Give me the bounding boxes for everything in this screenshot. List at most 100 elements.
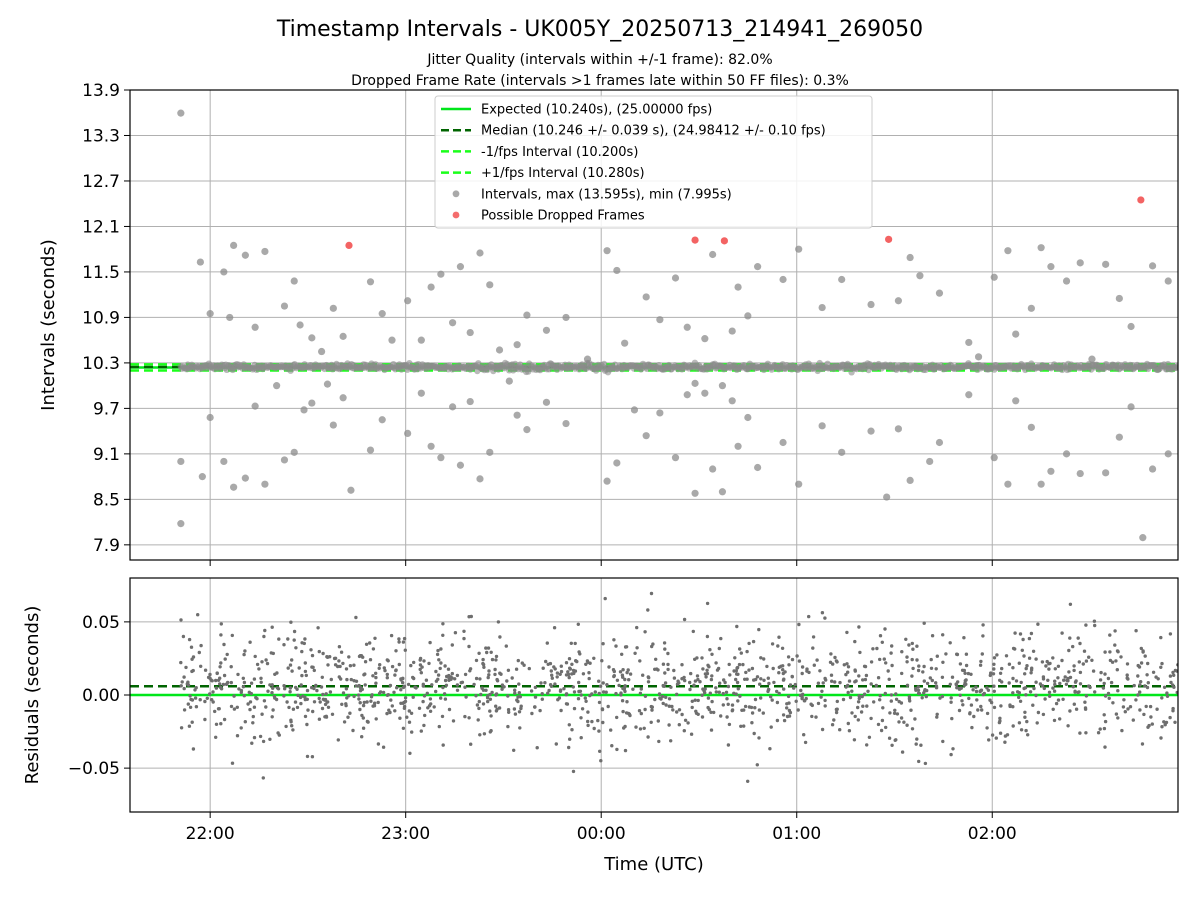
residual-point: [732, 691, 736, 695]
residual-point: [376, 742, 381, 746]
residual-point: [277, 637, 281, 641]
residual-point: [805, 669, 809, 673]
residual-point: [266, 689, 270, 693]
residual-point: [292, 638, 296, 642]
residual-point: [940, 694, 945, 699]
residual-point: [929, 657, 933, 662]
residual-point: [229, 704, 234, 709]
residual-point: [504, 644, 508, 648]
interval-point: [449, 403, 457, 411]
dropped-frame-point: [1137, 196, 1145, 204]
interval-point: [486, 281, 494, 289]
residual-point: [264, 705, 268, 709]
residual-point: [236, 672, 240, 677]
residual-point: [187, 724, 192, 728]
interval-point: [542, 326, 551, 334]
interval-point: [838, 275, 846, 284]
residual-point: [1116, 689, 1120, 693]
residual-point: [823, 704, 827, 708]
residual-point: [405, 715, 409, 719]
residual-point: [271, 708, 275, 712]
residual-point: [627, 678, 631, 682]
residual-point: [270, 691, 274, 695]
residual-point: [326, 705, 331, 709]
residual-point: [1083, 706, 1088, 710]
residual-point: [371, 674, 375, 678]
residual-point: [270, 683, 274, 687]
residual-point: [603, 596, 607, 601]
residual-point: [850, 711, 854, 715]
interval-point: [691, 489, 699, 497]
interval-point: [427, 442, 435, 450]
residual-point: [505, 679, 509, 683]
residual-point: [1114, 712, 1119, 716]
interval-point: [476, 249, 484, 257]
residual-point: [917, 759, 921, 764]
residual-point: [194, 705, 199, 709]
residual-point: [667, 704, 671, 708]
residual-point: [800, 665, 805, 669]
residual-point: [1113, 629, 1117, 633]
residual-point: [423, 713, 427, 718]
interval-point: [603, 477, 611, 485]
residual-point: [879, 728, 884, 733]
residual-point: [488, 730, 492, 734]
residual-point: [1027, 636, 1032, 641]
residual-point: [1031, 649, 1036, 653]
residual-point: [900, 671, 904, 676]
residual-point: [1072, 668, 1076, 673]
residual-point: [857, 625, 861, 629]
residual-point: [1165, 694, 1170, 698]
residual-point: [1068, 709, 1072, 713]
residual-point: [262, 699, 267, 703]
residual-point: [605, 683, 609, 687]
residual-point: [623, 645, 628, 649]
interval-point: [734, 442, 742, 450]
residuals-reference-lines: [130, 684, 1178, 697]
residual-point: [745, 649, 749, 654]
residual-point: [922, 679, 926, 683]
residual-point: [579, 716, 583, 720]
residual-point: [723, 680, 727, 685]
residual-point: [289, 620, 293, 624]
residual-point: [1054, 701, 1059, 706]
residual-point: [911, 666, 915, 671]
residual-point: [527, 666, 531, 671]
residual-point: [1017, 661, 1021, 665]
residual-point: [397, 662, 401, 667]
residual-point: [358, 701, 362, 705]
interval-point: [916, 272, 924, 280]
residual-point: [586, 710, 590, 714]
residual-point: [232, 707, 237, 711]
residuals-y-tick-label: 0.05: [82, 613, 120, 633]
interval-point: [965, 391, 973, 399]
residual-point: [377, 691, 382, 696]
residual-point: [437, 658, 441, 662]
residual-point: [190, 657, 194, 661]
residual-point: [741, 662, 745, 667]
residual-point: [938, 696, 942, 700]
residual-point: [303, 697, 307, 702]
residual-point: [948, 682, 952, 686]
residual-point: [979, 704, 983, 709]
residual-point: [782, 687, 786, 691]
residual-point: [829, 652, 833, 656]
residual-point: [1056, 698, 1061, 702]
residual-point: [1021, 637, 1025, 642]
residual-point: [624, 711, 629, 715]
residual-point: [493, 667, 497, 672]
residual-point: [1022, 654, 1026, 658]
intervals-y-tick-label: 7.9: [93, 536, 120, 556]
interval-point: [226, 313, 234, 322]
residual-point: [328, 690, 333, 694]
residual-point: [214, 735, 218, 739]
residual-point: [235, 734, 240, 738]
residual-point: [213, 709, 217, 714]
residual-point: [1168, 632, 1173, 636]
residual-point: [344, 703, 348, 708]
residual-point: [792, 686, 796, 690]
residual-point: [667, 697, 672, 701]
residual-point: [960, 699, 964, 703]
residual-point: [1068, 636, 1072, 640]
residuals-y-axis-label: Residuals (seconds): [22, 606, 43, 785]
